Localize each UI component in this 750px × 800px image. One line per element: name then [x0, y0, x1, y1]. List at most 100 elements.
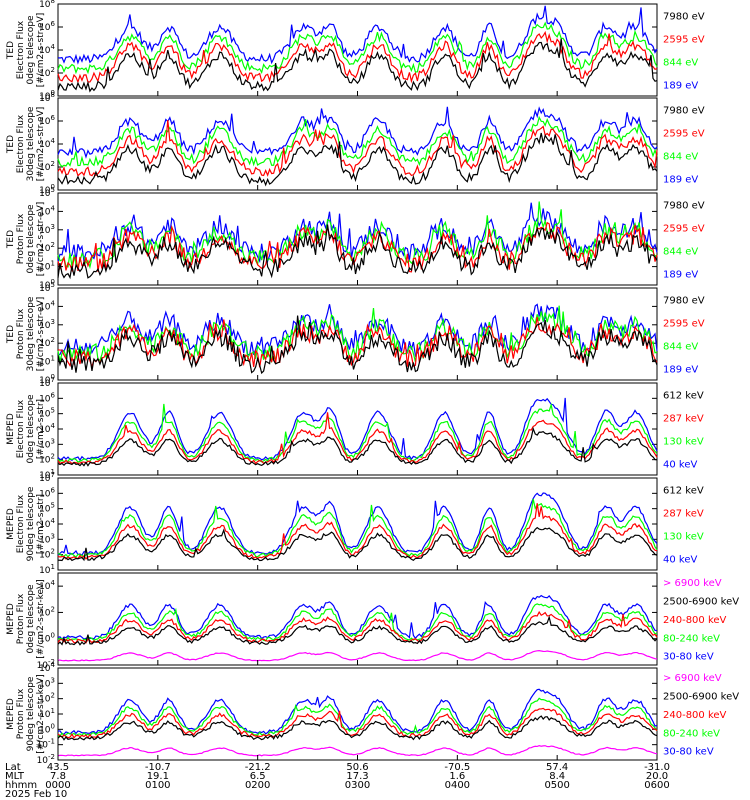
y-tick-label: 104	[39, 43, 55, 56]
y-axis-label-line: 30deg telescope	[26, 296, 36, 371]
x-tick-label-hhmm: 0400	[445, 780, 470, 791]
y-axis-label-line: [#/cm2-s-str-keV]	[36, 579, 46, 658]
y-tick-label: 100	[39, 278, 55, 291]
legend-entry: 189 eV	[663, 175, 698, 186]
y-tick-label: 10-1	[37, 738, 55, 751]
x-tick-label-mlt: 17.3	[346, 771, 368, 782]
series-line	[58, 6, 657, 63]
legend-entry: 189 eV	[663, 270, 698, 281]
y-tick-label: 102	[39, 548, 55, 561]
panel-8: 10-2 10-1 100 101 102 103 104 MEPED Proton Flux 9…	[6, 661, 739, 766]
plot-frame	[57, 287, 658, 381]
y-tick-label: 106	[39, 20, 55, 33]
y-axis-label-line: Electron Flux	[16, 114, 26, 173]
series-line	[58, 746, 657, 756]
legend-entry: 130 keV	[663, 437, 704, 448]
y-axis-label-line: Proton Flux	[16, 688, 26, 739]
y-tick-label: 102	[39, 453, 55, 466]
y-tick-label: 102	[39, 66, 55, 79]
series-line	[58, 133, 657, 185]
y-axis-label-line: Proton Flux	[16, 213, 26, 264]
y-axis-label-line: TED	[6, 41, 16, 60]
legend-entry: > 6900 keV	[663, 673, 722, 684]
legend-entry: 7980 eV	[663, 12, 705, 23]
y-axis-label-line: [#/cm2-s-str]	[36, 399, 46, 459]
y-tick-label: 104	[39, 422, 55, 435]
legend-entry: > 6900 keV	[663, 578, 722, 589]
series-line	[58, 23, 657, 72]
x-tick-label-lat: -31.0	[644, 762, 670, 773]
panel-4: 100 101 102 103 104 105 TED Proton Flux 30deg te…	[6, 281, 705, 386]
plot-area	[58, 493, 657, 560]
x-tick-label-mlt: 6.5	[250, 771, 266, 782]
y-tick-label: 105	[39, 502, 55, 515]
y-axis-label-line: [#/cm2-s-str-eV]	[36, 297, 46, 372]
y-tick-label: 101	[39, 260, 55, 273]
series-line	[58, 32, 657, 82]
series-line	[58, 404, 657, 462]
legend-entry: 80-240 keV	[663, 633, 720, 644]
legend-entry: 40 keV	[663, 555, 697, 566]
x-tick-label-mlt: 20.0	[646, 771, 668, 782]
series-line	[58, 503, 657, 559]
y-axis-label-line: 0deg telescope	[26, 584, 36, 654]
y-tick-label: 107	[39, 471, 55, 484]
series-line	[58, 224, 657, 277]
x-tick-label-hhmm: 0500	[544, 780, 569, 791]
y-axis-label-line: TED	[6, 325, 16, 344]
x-tick-label-hhmm: 0300	[345, 780, 370, 791]
y-tick-label: 103	[39, 437, 55, 450]
series-line	[58, 316, 657, 373]
y-tick-label: 103	[39, 318, 55, 331]
series-line	[58, 689, 657, 734]
y-tick-label: 104	[39, 204, 55, 217]
y-tick-label: 104	[39, 299, 55, 312]
y-axis-label-line: MEPED	[6, 698, 16, 730]
y-axis-label-line: 90deg telescope	[26, 486, 36, 561]
y-tick-label: 102	[39, 160, 55, 173]
legend-entry: 2500-6900 keV	[663, 597, 739, 608]
legend-entry: 189 eV	[663, 365, 698, 376]
y-tick-label: 100	[39, 373, 55, 386]
x-tick-label-mlt: 1.6	[449, 771, 465, 782]
x-tick-label-lat: -10.7	[145, 762, 171, 773]
y-tick-label: 107	[39, 376, 55, 389]
legend-entry: 612 keV	[663, 486, 704, 497]
y-axis-label-line: TED	[6, 135, 16, 154]
legend-entry: 2500-6900 keV	[663, 692, 739, 703]
x-tick-label-hhmm: 0000	[45, 780, 70, 791]
y-axis-label-line: Proton Flux	[16, 593, 26, 644]
y-axis-label-line: Electron Flux	[16, 494, 26, 553]
y-axis-label-line: 0deg telescope	[26, 15, 36, 85]
series-line	[58, 528, 657, 561]
y-axis-label-line: TED	[6, 230, 16, 249]
y-tick-label: 101	[39, 707, 55, 720]
panel-7: 10-2 100 102 104 MEPED Proton Flux 0deg telesc…	[6, 573, 739, 671]
plot-area	[58, 398, 657, 466]
y-tick-label: 101	[39, 563, 55, 576]
y-tick-label: 104	[39, 137, 55, 150]
x-tick-label-hhmm: 0600	[644, 780, 669, 791]
x-tick-label-hhmm: 0100	[145, 780, 170, 791]
plot-area	[58, 201, 657, 277]
legend-entry: 844 eV	[663, 58, 698, 69]
legend-entry: 80-240 keV	[663, 728, 720, 739]
y-tick-label: 104	[39, 517, 55, 530]
legend-entry: 7980 eV	[663, 201, 705, 212]
y-axis-label-line: 90deg telescope	[26, 676, 36, 751]
panel-3: 100 101 102 103 104 105 TED Proton Flux 0deg tel…	[6, 186, 705, 291]
y-axis-label-line: [#/cm2-s-str-keV]	[36, 674, 46, 753]
plot-frame	[57, 572, 658, 666]
y-axis-label-line: Proton Flux	[16, 308, 26, 359]
y-tick-label: 105	[39, 281, 55, 294]
y-tick-label: 106	[39, 486, 55, 499]
series-line	[58, 304, 657, 355]
series-line	[58, 716, 657, 740]
panel-1: 100 102 104 106 108 TED Electron Flux 0deg tele…	[6, 0, 705, 102]
y-tick-label: 101	[39, 355, 55, 368]
legend-entry: 2595 eV	[663, 129, 705, 140]
legend-entry: 2595 eV	[663, 224, 705, 235]
